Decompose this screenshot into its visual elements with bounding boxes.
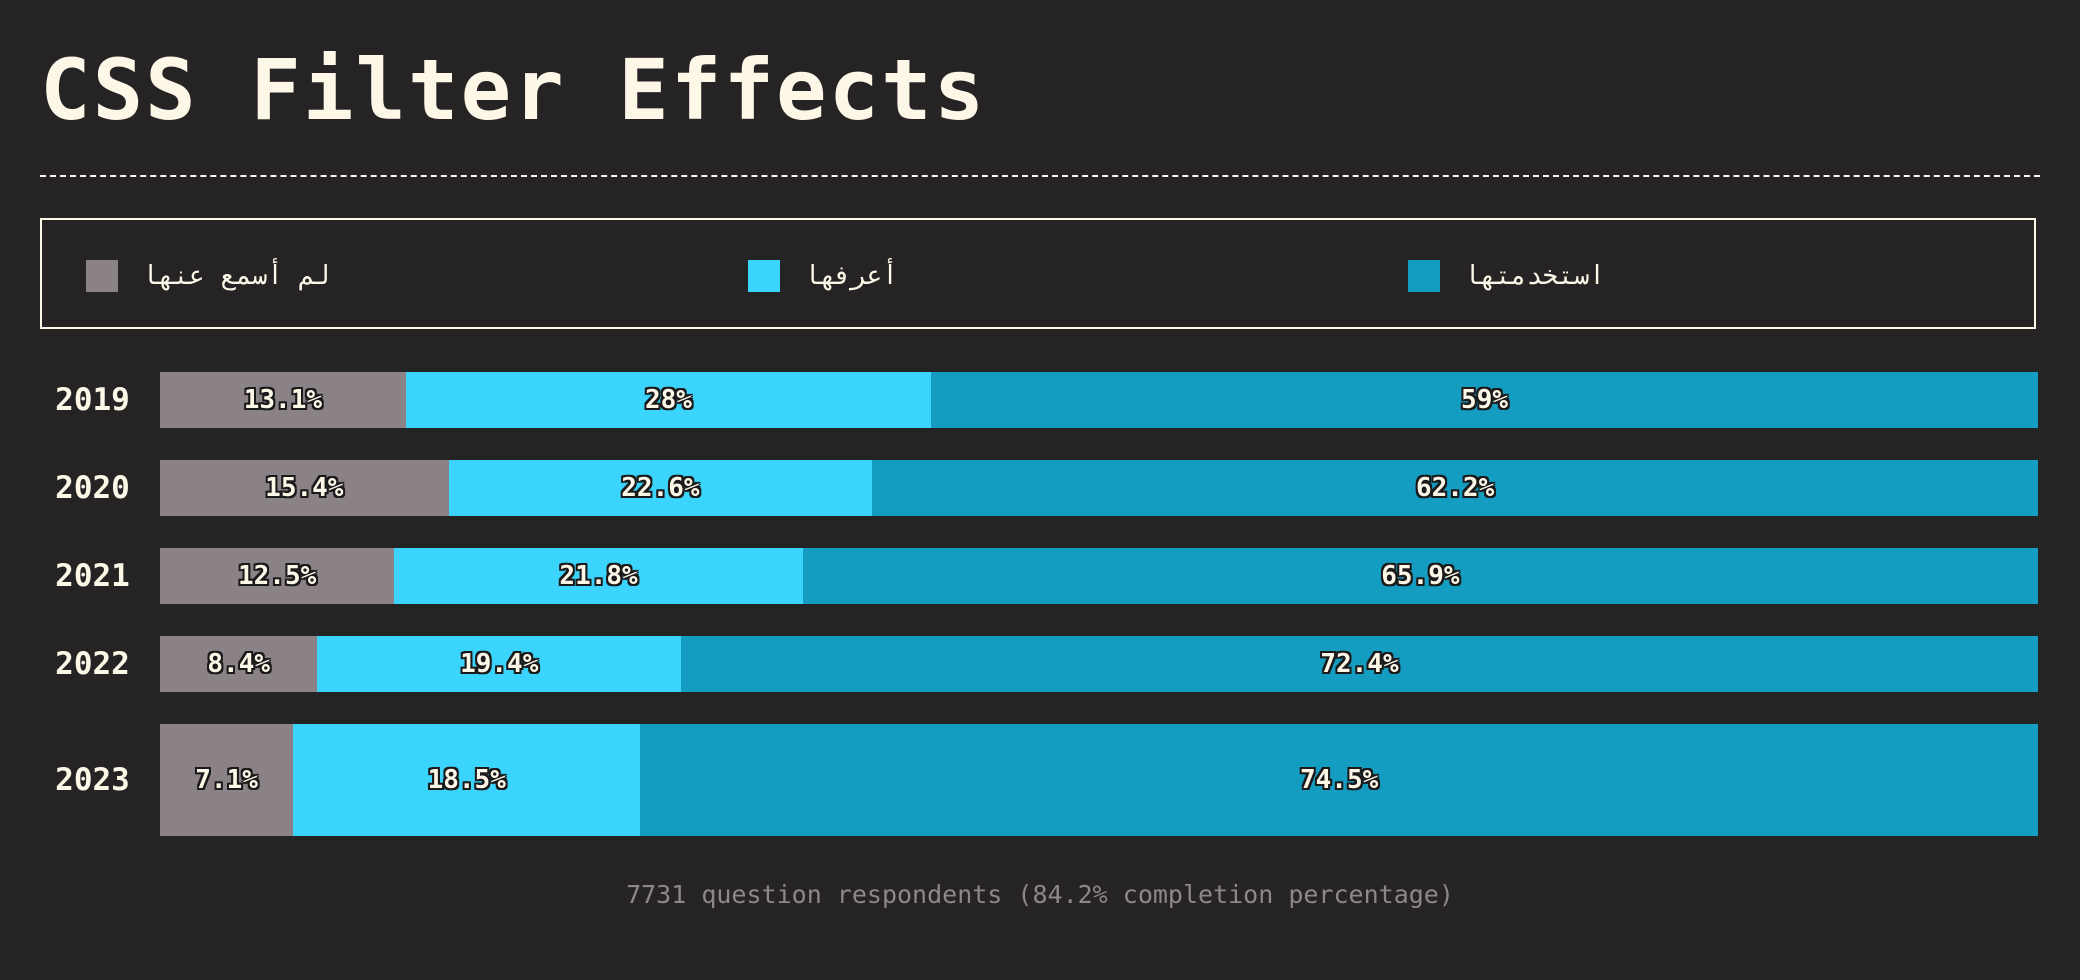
legend-label-used-it: استخدمتها — [1464, 261, 1605, 291]
year-label-2022: 2022 — [55, 646, 130, 682]
year-label-2020: 2020 — [55, 470, 130, 506]
bar-segment-2020-3: 62.2% — [872, 460, 2038, 516]
bar-segment-2020-2: 22.6% — [448, 460, 873, 516]
bar-segment-2019-1: 13.1% — [160, 372, 406, 428]
legend-item-know-it: أعرفها — [748, 260, 898, 292]
bar-segment-2022-2: 19.4% — [317, 636, 682, 692]
legend-item-never-heard: لم أسمع عنها — [86, 260, 330, 292]
bar-value-label: 18.5% — [427, 765, 506, 795]
chart-title: CSS Filter Effects — [40, 41, 987, 139]
bar-row-2019: 13.1% 28% 59% — [160, 372, 2038, 428]
bar-value-label: 15.4% — [265, 473, 344, 503]
bar-value-label: 59% — [1461, 385, 1509, 415]
bar-row-2022: 8.4% 19.4% 72.4% — [160, 636, 2038, 692]
year-label-2021: 2021 — [55, 558, 130, 594]
respondents-note: 7731 question respondents (84.2% complet… — [626, 880, 1454, 909]
bar-segment-2022-1: 8.4% — [160, 636, 318, 692]
legend-item-used-it: استخدمتها — [1408, 260, 1605, 292]
bar-value-label: 72.4% — [1320, 649, 1399, 679]
year-label-2023: 2023 — [55, 762, 130, 798]
legend-label-never-heard: لم أسمع عنها — [142, 261, 330, 291]
bar-segment-2021-2: 21.8% — [394, 548, 803, 604]
bar-value-label: 65.9% — [1381, 561, 1460, 591]
bar-value-label: 74.5% — [1299, 765, 1379, 795]
bar-value-label: 21.8% — [559, 561, 638, 591]
bar-segment-2023-3: 74.5% — [640, 724, 2038, 836]
bar-row-2020: 15.4% 22.6% 62.2% — [160, 460, 2038, 516]
bar-value-label: 62.2% — [1415, 473, 1495, 503]
legend-swatch-never-heard — [86, 260, 118, 292]
bar-value-label: 19.4% — [460, 649, 539, 679]
bar-segment-2023-1: 7.1% — [160, 724, 294, 836]
bar-value-label: 28% — [644, 385, 692, 415]
bar-segment-2021-1: 12.5% — [160, 548, 395, 604]
legend-swatch-know-it — [748, 260, 780, 292]
legend: لم أسمع عنها أعرفها استخدمتها — [40, 218, 2036, 329]
legend-label-know-it: أعرفها — [804, 261, 898, 291]
bar-segment-2022-3: 72.4% — [681, 636, 2038, 692]
bar-segment-2020-1: 15.4% — [160, 460, 449, 516]
bar-segment-2023-2: 18.5% — [293, 724, 641, 836]
legend-swatch-used-it — [1408, 260, 1440, 292]
bar-segment-2019-3: 59% — [931, 372, 2038, 428]
bar-segment-2021-3: 65.9% — [802, 548, 2038, 604]
bar-value-label: 12.5% — [238, 561, 317, 591]
bar-value-label: 22.6% — [621, 473, 700, 503]
title-divider — [40, 175, 2040, 177]
bar-segment-2019-2: 28% — [405, 372, 932, 428]
year-label-2019: 2019 — [55, 382, 130, 418]
bar-value-label: 13.1% — [243, 385, 323, 415]
bar-value-label: 7.1% — [195, 765, 258, 795]
bar-value-label: 8.4% — [207, 649, 271, 679]
bar-row-2023: 7.1% 18.5% 74.5% — [160, 724, 2038, 836]
bar-row-2021: 12.5% 21.8% 65.9% — [160, 548, 2038, 604]
